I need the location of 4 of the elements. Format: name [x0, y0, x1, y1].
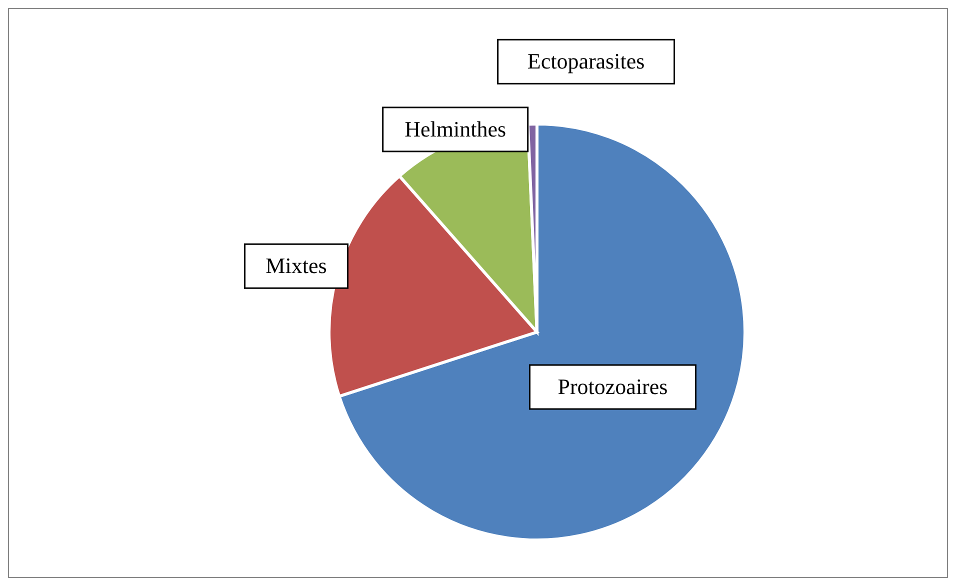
slice-label: Ectoparasites — [527, 48, 645, 74]
slice-label: Helminthes — [404, 116, 506, 142]
slice-label: Mixtes — [266, 253, 327, 278]
slice-label: Protozoaires — [558, 374, 668, 400]
